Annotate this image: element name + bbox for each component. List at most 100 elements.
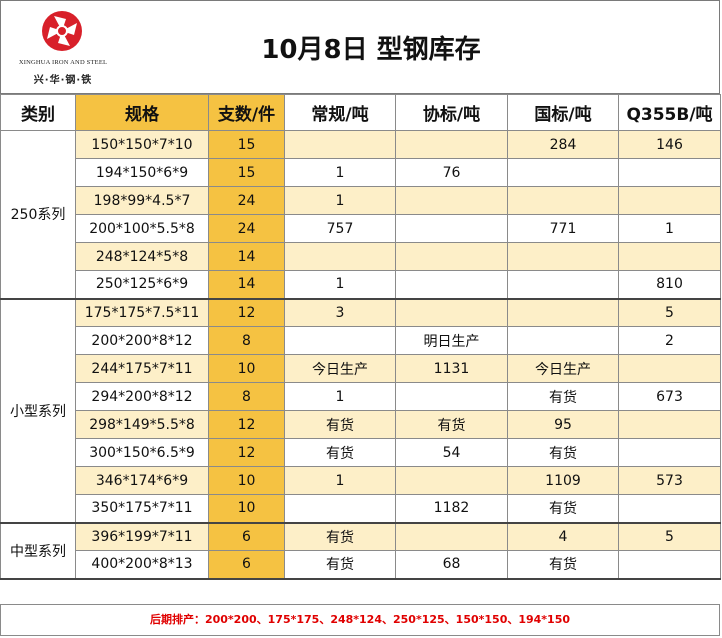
q355b-cell: [618, 354, 721, 383]
q355b-cell: [618, 410, 721, 439]
table-row: 298*149*5.5*8 12 有货 有货 95: [1, 410, 721, 439]
spec-cell: 294*200*8*12: [75, 382, 209, 411]
changgui-cell: 1: [284, 382, 396, 411]
logo-english-name: XINGHUA IRON AND STEEL: [18, 59, 108, 66]
table-row: 294*200*8*12 8 1 有货 673: [1, 382, 721, 411]
footer-note: 后期排产：200*200、175*175、248*124、250*125、150…: [0, 604, 720, 636]
guobiao-cell: 有货: [507, 494, 619, 524]
column-header-guobiao: 国标/吨: [507, 94, 619, 131]
q355b-cell: [618, 242, 721, 271]
changgui-cell: 757: [284, 214, 396, 243]
spec-cell: 346*174*6*9: [75, 466, 209, 495]
guobiao-cell: [507, 186, 619, 215]
qty-cell: 14: [208, 242, 285, 271]
q355b-cell: 673: [618, 382, 721, 411]
guobiao-cell: 今日生产: [507, 354, 619, 383]
qty-cell: 24: [208, 186, 285, 215]
xiebiao-cell: 54: [395, 438, 508, 467]
q355b-cell: 810: [618, 270, 721, 300]
changgui-cell: 有货: [284, 550, 396, 580]
q355b-cell: [618, 438, 721, 467]
changgui-cell: [284, 326, 396, 355]
column-header-qty: 支数/件: [208, 94, 285, 131]
qty-cell: 8: [208, 326, 285, 355]
sheet-header: XINGHUA IRON AND STEEL 兴·华·钢·铁 10月8日 型钢库…: [0, 0, 720, 94]
changgui-cell: 1: [284, 186, 396, 215]
xiebiao-cell: [395, 382, 508, 411]
xiebiao-cell: 76: [395, 158, 508, 187]
category-cell: 小型系列: [0, 298, 76, 524]
changgui-cell: 有货: [284, 438, 396, 467]
guobiao-cell: 95: [507, 410, 619, 439]
q355b-cell: [618, 186, 721, 215]
spec-cell: 400*200*8*13: [75, 550, 209, 580]
q355b-cell: [618, 158, 721, 187]
xiebiao-cell: [395, 242, 508, 271]
xiebiao-cell: [395, 214, 508, 243]
spec-cell: 300*150*6.5*9: [75, 438, 209, 467]
table-row: 244*175*7*11 10 今日生产 1131 今日生产: [1, 354, 721, 383]
q355b-cell: 1: [618, 214, 721, 243]
table-row: 小型系列 175*175*7.5*11 12 3 5: [0, 298, 721, 524]
stock-table: 类别 规格 支数/件 常规/吨 协标/吨 国标/吨 Q355B/吨 250系列 1…: [0, 94, 721, 580]
guobiao-cell: 1109: [507, 466, 619, 495]
qty-cell: 10: [208, 354, 285, 383]
table-row: 248*124*5*8 14: [1, 242, 721, 271]
guobiao-cell: 有货: [507, 438, 619, 467]
page-title: 10月8日 型钢库存: [261, 35, 481, 65]
table-row: 200*100*5.5*8 24 757 771 1: [1, 214, 721, 243]
changgui-cell: 1: [284, 270, 396, 300]
spec-cell: 200*100*5.5*8: [75, 214, 209, 243]
changgui-cell: 1: [284, 158, 396, 187]
xiebiao-cell: [395, 298, 508, 327]
q355b-cell: 5: [618, 298, 721, 327]
qty-cell: 6: [208, 522, 285, 551]
xiebiao-cell: [395, 186, 508, 215]
xiebiao-cell: [395, 522, 508, 551]
changgui-cell: 3: [284, 298, 396, 327]
spec-cell: 194*150*6*9: [75, 158, 209, 187]
spec-cell: 244*175*7*11: [75, 354, 209, 383]
guobiao-cell: [507, 326, 619, 355]
xiebiao-cell: [395, 130, 508, 159]
qty-cell: 15: [208, 158, 285, 187]
table-row: 200*200*8*12 8 明日生产 2: [1, 326, 721, 355]
table-row: 346*174*6*9 10 1 1109 573: [1, 466, 721, 495]
column-header-spec: 规格: [75, 94, 209, 131]
table-row: 250*125*6*9 14 1 810: [1, 270, 721, 300]
changgui-cell: [284, 130, 396, 159]
category-cell: 250系列: [0, 130, 76, 300]
guobiao-cell: 771: [507, 214, 619, 243]
q355b-cell: 5: [618, 522, 721, 551]
qty-cell: 12: [208, 438, 285, 467]
xiebiao-cell: 有货: [395, 410, 508, 439]
qty-cell: 15: [208, 130, 285, 159]
spec-cell: 298*149*5.5*8: [75, 410, 209, 439]
xiebiao-cell: 1182: [395, 494, 508, 524]
column-header-xiebiao: 协标/吨: [395, 94, 508, 131]
qty-cell: 24: [208, 214, 285, 243]
table-row: 300*150*6.5*9 12 有货 54 有货: [1, 438, 721, 467]
changgui-cell: 有货: [284, 410, 396, 439]
company-logo: XINGHUA IRON AND STEEL 兴·华·钢·铁: [7, 7, 117, 87]
spec-cell: 396*199*7*11: [75, 522, 209, 551]
table-row: 194*150*6*9 15 1 76: [1, 158, 721, 187]
table-header-row: 类别 规格 支数/件 常规/吨 协标/吨 国标/吨 Q355B/吨: [0, 94, 721, 131]
column-header-q355b: Q355B/吨: [618, 94, 721, 131]
guobiao-cell: [507, 298, 619, 327]
qty-cell: 12: [208, 410, 285, 439]
spec-cell: 248*124*5*8: [75, 242, 209, 271]
qty-cell: 10: [208, 466, 285, 495]
logo-chinese-name: 兴·华·钢·铁: [33, 75, 93, 86]
spec-cell: 200*200*8*12: [75, 326, 209, 355]
xiebiao-cell: 明日生产: [395, 326, 508, 355]
q355b-cell: [618, 550, 721, 580]
q355b-cell: 573: [618, 466, 721, 495]
qty-cell: 14: [208, 270, 285, 300]
changgui-cell: [284, 242, 396, 271]
guobiao-cell: 4: [507, 522, 619, 551]
spec-cell: 150*150*7*10: [75, 130, 209, 159]
qty-cell: 10: [208, 494, 285, 524]
spec-cell: 175*175*7.5*11: [75, 298, 209, 327]
